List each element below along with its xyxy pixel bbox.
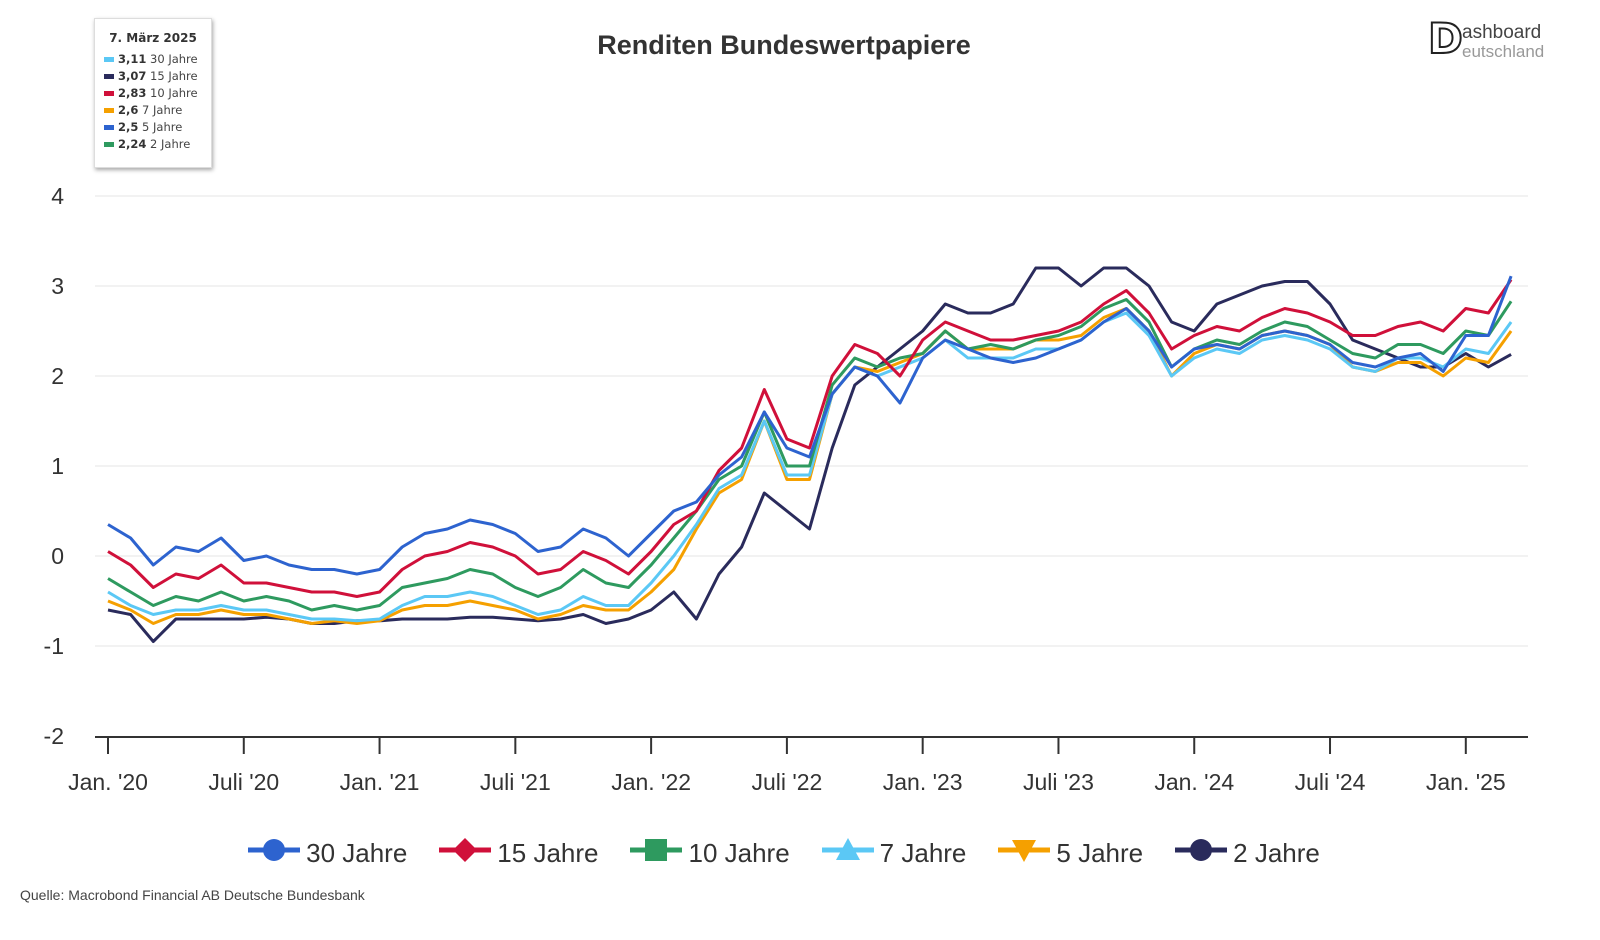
- color-swatch-icon: [104, 142, 114, 147]
- x-tick-label: Juli '23: [1023, 769, 1094, 795]
- y-tick-label: 1: [51, 453, 64, 479]
- tooltip-label: 7 Jahre: [138, 103, 183, 117]
- tooltip-row: 3,11 30 Jahre: [95, 51, 211, 68]
- legend-label: 15 Jahre: [497, 838, 599, 868]
- circle-marker-icon: [248, 836, 301, 871]
- triangle-down-marker-icon: [998, 836, 1051, 871]
- circle-marker-icon: [1175, 836, 1228, 871]
- tooltip-label: 10 Jahre: [146, 86, 198, 100]
- color-swatch-icon: [104, 57, 114, 62]
- tooltip-date: 7. März 2025: [109, 31, 197, 45]
- tooltip-value: 3,07: [118, 69, 147, 83]
- tooltip-value: 2,5: [118, 120, 139, 134]
- color-swatch-icon: [104, 91, 114, 96]
- tooltip-label: 15 Jahre: [146, 69, 198, 83]
- tooltip-row: 2,5 5 Jahre: [95, 119, 211, 136]
- series-line-7-jahre[interactable]: [107, 311, 1513, 623]
- legend-label: 30 Jahre: [306, 838, 408, 868]
- y-tick-label: 3: [51, 273, 64, 299]
- tooltip-value: 2,83: [118, 86, 147, 100]
- square-marker-icon: [630, 836, 683, 871]
- x-tick-label: Juli '20: [208, 769, 279, 795]
- tooltip-label: 5 Jahre: [138, 120, 183, 134]
- tooltip-label: 2 Jahre: [146, 137, 191, 151]
- series-line-30-jahre[interactable]: [107, 275, 1513, 576]
- color-swatch-icon: [104, 74, 114, 79]
- legend-label: 2 Jahre: [1233, 838, 1320, 868]
- color-swatch-icon: [104, 108, 114, 113]
- y-tick-label: 0: [51, 543, 64, 569]
- y-tick-label: -2: [44, 723, 64, 749]
- y-tick-label: -1: [44, 633, 64, 659]
- tooltip-row: 2,83 10 Jahre: [95, 85, 211, 102]
- x-tick-label: Jan. '24: [1154, 769, 1234, 795]
- tooltip-row: 2,24 2 Jahre: [95, 136, 211, 153]
- color-swatch-icon: [104, 125, 114, 130]
- x-tick-label: Jan. '20: [68, 769, 148, 795]
- series-line-10-jahre[interactable]: [107, 298, 1513, 612]
- source-note: Quelle: Macrobond Financial AB Deutsche …: [20, 887, 365, 903]
- tooltip-label: 30 Jahre: [146, 52, 198, 66]
- x-tick-label: Jan. '25: [1426, 769, 1506, 795]
- legend-item[interactable]: 30 Jahre: [248, 836, 407, 871]
- series-line-15-jahre[interactable]: [107, 278, 1513, 598]
- logo-letter: D: [1427, 13, 1464, 64]
- legend-item[interactable]: 15 Jahre: [439, 836, 598, 871]
- tooltip: 7. März 2025 3,11 30 Jahre 3,07 15 Jahre 2…: [94, 18, 212, 168]
- logo-line1: ashboard: [1462, 22, 1542, 43]
- y-tick-label: 4: [51, 183, 64, 209]
- legend-label: 7 Jahre: [879, 838, 967, 868]
- y-tick-label: 2: [51, 363, 64, 389]
- x-tick-label: Jan. '22: [611, 769, 691, 795]
- logo: D ashboard eutschland: [1427, 13, 1558, 64]
- legend-label: 10 Jahre: [688, 838, 790, 868]
- triangle-up-marker-icon: [821, 836, 874, 871]
- legend-item[interactable]: 10 Jahre: [630, 836, 790, 871]
- x-tick-label: Jan. '23: [883, 769, 963, 795]
- legend: 30 Jahre 15 Jahre 10 Jahre 7 Jahre 5 Jahre 2 …: [0, 836, 1568, 871]
- tooltip-value: 2,24: [118, 137, 147, 151]
- legend-item[interactable]: 2 Jahre: [1175, 836, 1320, 871]
- x-tick-label: Juli '22: [751, 769, 822, 795]
- tooltip-row: 2,6 7 Jahre: [95, 102, 211, 119]
- x-tick-label: Jan. '21: [340, 769, 420, 795]
- legend-item[interactable]: 5 Jahre: [998, 836, 1143, 871]
- legend-label: 5 Jahre: [1056, 838, 1144, 868]
- diamond-marker-icon: [439, 836, 492, 871]
- x-tick-label: Juli '21: [480, 769, 551, 795]
- tooltip-value: 3,11: [118, 52, 147, 66]
- tooltip-row: 3,07 15 Jahre: [95, 68, 211, 85]
- chart-title: Renditen Bundeswertpapiere: [597, 30, 971, 60]
- legend-item[interactable]: 7 Jahre: [821, 836, 967, 871]
- tooltip-value: 2,6: [118, 103, 139, 117]
- x-tick-label: Juli '24: [1295, 769, 1366, 795]
- logo-line2: eutschland: [1462, 42, 1545, 61]
